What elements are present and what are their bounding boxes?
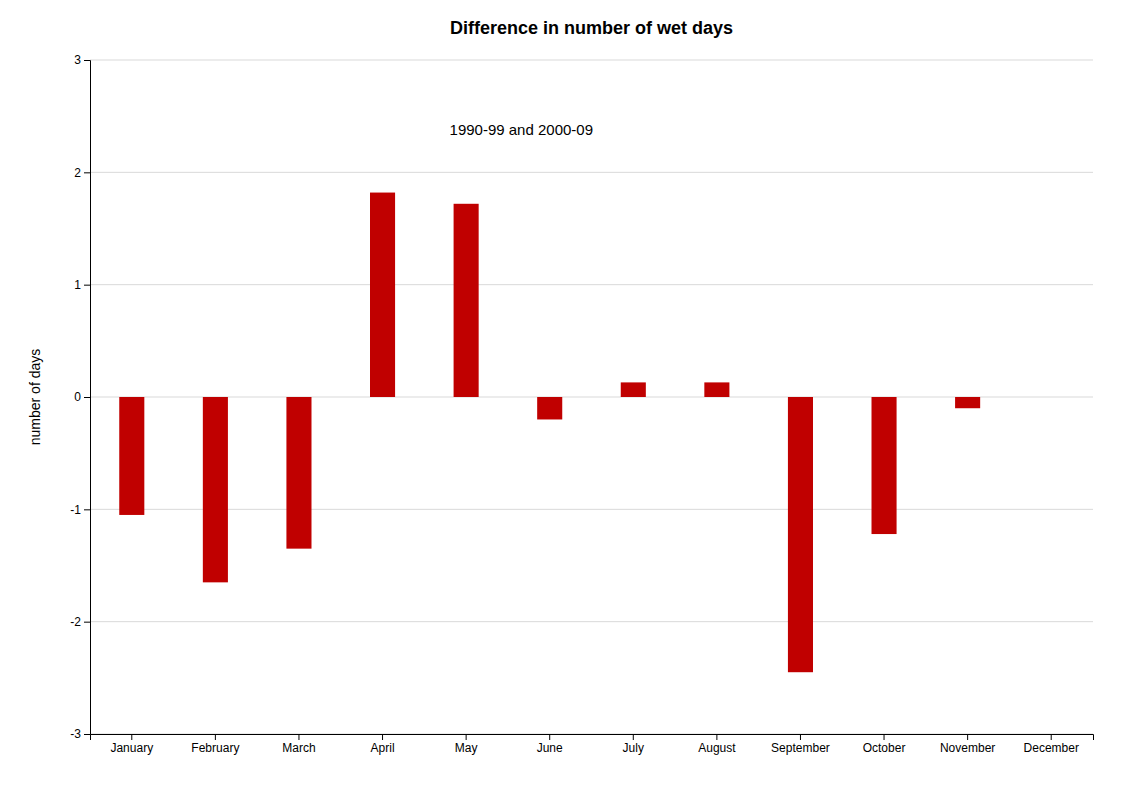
x-tick-mark [131,734,132,740]
y-tick: -2 [70,615,90,629]
y-tick-label: 3 [74,53,81,67]
x-tick: September [771,734,830,755]
y-tick: -1 [70,503,90,517]
y-tick-mark [84,397,90,398]
grid-line [90,172,1093,173]
grid-line [90,621,1093,622]
x-tick-mark [382,734,383,740]
x-tick: October [863,734,906,755]
y-tick-label: -2 [70,615,81,629]
x-tick-mark [633,734,634,740]
bar [537,397,562,419]
grid-line [90,60,1093,61]
bar [370,193,395,397]
x-tick-label: March [282,741,315,755]
x-tick-label: September [771,741,830,755]
grid [90,60,1093,734]
x-tick: August [698,734,736,755]
grid-line [90,397,1093,398]
x-axis: January February March April May June July Augu… [91,734,1094,755]
y-tick: 3 [74,53,90,67]
grid-line [90,509,1093,510]
y-tick-mark [84,509,90,510]
x-tick-mark [1051,734,1052,740]
x-tick: January [110,734,153,755]
x-tick-mark [884,734,885,740]
y-tick-mark [84,172,90,173]
subtitle: 1990-99 and 2000-09 [450,121,593,138]
y-tick-label: 0 [74,390,81,404]
x-tick: November [940,734,995,755]
y-tick-mark [84,622,90,623]
x-tick-label: July [623,741,644,755]
x-tick: July [623,734,644,755]
bar [203,397,228,582]
y-axis: -3 -2 -1 0 1 2 3 [70,53,90,741]
bar [872,397,897,534]
y-tick-label: -3 [70,727,81,741]
x-tick-mark [967,734,968,740]
x-tick-mark [716,734,717,740]
grid-line [90,284,1093,285]
bar [1039,397,1064,398]
x-tick-mark [466,734,467,740]
x-tick-label: November [940,741,995,755]
bar [621,382,646,397]
x-tick-label: June [537,741,563,755]
x-tick: March [282,734,315,755]
bar [955,397,980,408]
y-tick-label: -1 [70,503,81,517]
y-tick-mark [84,734,90,735]
x-tick: June [537,734,563,755]
bar [454,204,479,397]
bar [286,397,311,549]
x-tick-label: October [863,741,906,755]
y-tick-mark [84,60,90,61]
x-tick-mark [549,734,550,740]
y-tick: 2 [74,166,90,180]
y-tick-mark [84,285,90,286]
x-tick-mark [298,734,299,740]
chart: -3 -2 -1 0 1 2 3 January February March April May Ju… [0,0,1123,794]
x-tick-label: February [191,741,239,755]
y-tick: -3 [70,727,90,741]
x-tick: May [455,734,478,755]
x-tick-label: December [1024,741,1079,755]
x-tick-label: April [371,741,395,755]
y-tick-label: 2 [74,166,81,180]
x-tick-mark [800,734,801,740]
plot: -3 -2 -1 0 1 2 3 January February March April May Ju… [70,53,1093,754]
x-axis-line [91,735,1094,741]
bar [788,397,813,672]
x-tick-mark [215,734,216,740]
y-axis-title: number of days [27,349,43,446]
x-tick: April [371,734,395,755]
y-tick-label: 1 [74,278,81,292]
y-axis-line [84,61,91,735]
bar [704,382,729,397]
y-tick: 0 [74,390,90,404]
x-tick: December [1024,734,1079,755]
bars [119,193,980,673]
y-tick: 1 [74,278,90,292]
x-tick: February [191,734,239,755]
x-tick-label: January [110,741,153,755]
x-tick-label: May [455,741,478,755]
x-tick-label: August [698,741,736,755]
title: Difference in number of wet days [450,18,733,38]
bar [119,397,144,515]
